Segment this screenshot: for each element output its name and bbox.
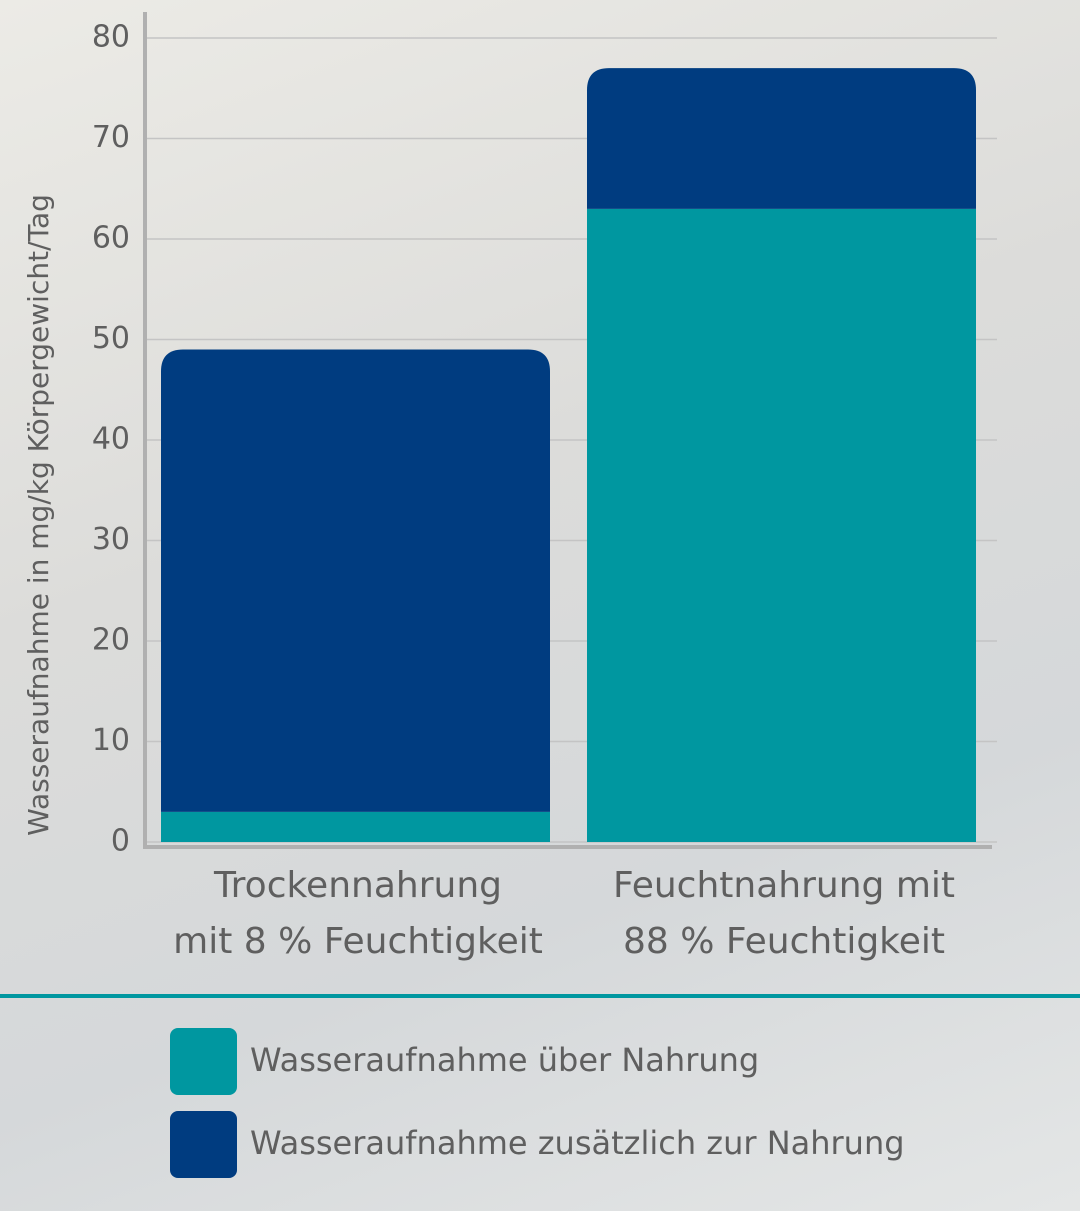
y-tick-label: 20 [92,623,130,658]
y-tick-label: 30 [92,522,130,557]
y-tick-label: 80 [92,20,130,55]
x-tick-label: Feuchtnahrung mit 88 % Feuchtigkeit [612,865,956,962]
bar-segment [587,208,976,843]
legend-swatch [170,1111,237,1178]
x-tick-label: Trockennahrung mit 8 % Feuchtigkeit [173,865,543,962]
bar-segment [161,349,550,812]
y-tick-label: 70 [92,120,130,155]
legend-swatch [170,1028,237,1095]
legend-label: Wasseraufnahme zusätzlich zur Nahrung [250,1124,905,1162]
y-tick-label: 0 [111,824,130,859]
y-tick-label: 60 [92,221,130,256]
y-tick-label: 10 [92,723,130,758]
bar-segment [161,811,550,842]
y-axis-label: Wasseraufnahme in mg/kg Körpergewicht/Ta… [22,194,55,836]
bar-segment [587,68,976,209]
legend-label: Wasseraufnahme über Nahrung [250,1041,759,1079]
y-tick-label: 50 [92,321,130,356]
axis-line [143,12,992,849]
y-tick-label: 40 [92,422,130,457]
